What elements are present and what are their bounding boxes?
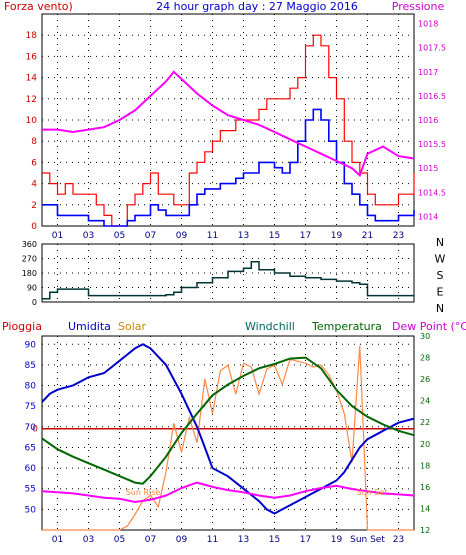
temperature-tick-label: 12 [420,526,430,535]
humidity-legend: Umidita [68,320,111,333]
hour-tick-label: 01 [52,535,63,545]
hour-tick-label: 03 [83,535,94,545]
hour-tick-label: 11 [207,231,218,241]
hour-tick-label: 09 [176,535,188,545]
hour-tick-label: 11 [207,535,218,545]
pressure-series [42,70,415,178]
direction-tick-label: 270 [22,255,37,264]
solar-legend: Solar [118,320,147,333]
hour-tick-label: 03 [83,231,94,241]
wind-tick-label: 18 [26,31,38,41]
humidity-tick-label: 60 [25,464,37,474]
wind-tick-label: 10 [26,116,38,126]
windchill-legend: Windchill [245,320,295,333]
direction-tick-label: 90 [27,284,37,293]
hour-tick-label: 21 [362,231,373,241]
temperature-tick-label: 30 [420,332,430,341]
temperature-tick-label: 24 [420,397,430,406]
humidity-tick-label: 85 [25,361,36,371]
wind-axis-title: Forza vento) [4,0,73,13]
pressure-tick-label: 1016.5 [418,92,446,101]
compass-label: S [437,269,444,282]
hour-tick-label: 01 [52,231,63,241]
hour-tick-label: 13 [238,535,249,545]
humidity-series [41,343,415,515]
temperature-legend: Temperatura [311,320,382,333]
dewpoint-series [41,481,415,504]
dewpoint-legend: Dew Point (°C) [392,320,466,333]
wind-pressure-panel: 0 2 4 6 8 10 12 14 16 18 1014 1014.5 1015 1015.5 1016 1… [26,13,446,241]
rain-tick-label: 0 [32,425,38,435]
compass-label: N [436,302,444,315]
temperature-tick-label: 14 [420,504,430,513]
direction-tick-label: 0 [32,298,37,307]
wind-tick-label: 8 [31,137,37,147]
direction-tick-label: 360 [22,240,37,249]
wind-tick-label: 4 [31,180,37,190]
hour-tick-label: 19 [331,231,343,241]
humidity-tick-label: 55 [25,485,36,495]
hour-tick-label: 23 [393,231,404,241]
wind-average-series [42,108,415,227]
temp-panel-frame [41,335,415,531]
humidity-tick-label: 70 [25,423,37,433]
humidity-tick-label: 90 [25,340,37,350]
compass-label: N [436,236,444,249]
humidity-tick-label: 80 [25,382,37,392]
wind-tick-label: 0 [31,222,37,232]
wind-tick-label: 2 [31,201,37,211]
hour-tick-label: 05 [114,231,125,241]
solar-series [42,345,414,531]
wind-tick-label: 14 [26,74,38,84]
hour-tick-label: 17 [300,231,311,241]
temperature-tick-label: 26 [420,375,430,384]
hour-tick-label: 09 [176,231,188,241]
hour-tick-label: 05 [114,535,125,545]
wind-gust-series [42,34,415,227]
hour-tick-label: 15 [269,535,280,545]
compass-label: W [435,253,446,266]
temperature-tick-label: 20 [420,440,430,449]
compass-label: E [437,286,444,299]
temperature-series [41,356,415,485]
rain-legend: Pioggia [2,320,42,333]
pressure-tick-label: 1016 [418,116,438,125]
hour-tick-label: 19 [331,535,343,545]
pressure-tick-label: 1014 [418,212,438,221]
wind-direction-series [42,260,414,300]
wind-tick-label: 6 [31,158,37,168]
pressure-tick-label: 1017.5 [418,44,446,53]
humidity-temperature-panel: 9085807570656055503028262422201816141201… [25,332,431,545]
pressure-tick-label: 1015 [418,164,438,173]
temperature-tick-label: 16 [420,483,430,492]
temperature-tick-label: 18 [420,461,430,470]
pressure-tick-label: 1014.5 [418,188,446,197]
hour-tick-label: 23 [393,535,404,545]
humidity-tick-label: 75 [25,402,36,412]
hour-tick-label: 07 [145,535,156,545]
hour-tick-label: 13 [238,231,249,241]
chart-title: 24 hour graph day : 27 Maggio 2016 [156,0,358,13]
pressure-tick-label: 1017 [418,68,438,77]
pressure-axis-title: Pressione [392,0,445,13]
pressure-tick-label: 1015.5 [418,140,446,149]
direction-tick-label: 180 [22,269,37,278]
sunrise-annotation: Sun Rise [126,488,161,497]
temperature-tick-label: 22 [420,418,430,427]
hour-tick-label: Sun Set [350,535,385,545]
temperature-tick-label: 28 [420,354,430,363]
hour-tick-label: 17 [300,535,311,545]
humidity-tick-label: 50 [25,505,37,515]
wind-tick-label: 16 [26,52,38,62]
wind-tick-label: 12 [26,95,37,105]
pressure-tick-label: 1018 [418,20,438,29]
hour-tick-label: 07 [145,231,156,241]
hour-tick-label: 15 [269,231,280,241]
humidity-tick-label: 65 [25,443,36,453]
sunset-annotation: Sun Set [357,488,388,497]
